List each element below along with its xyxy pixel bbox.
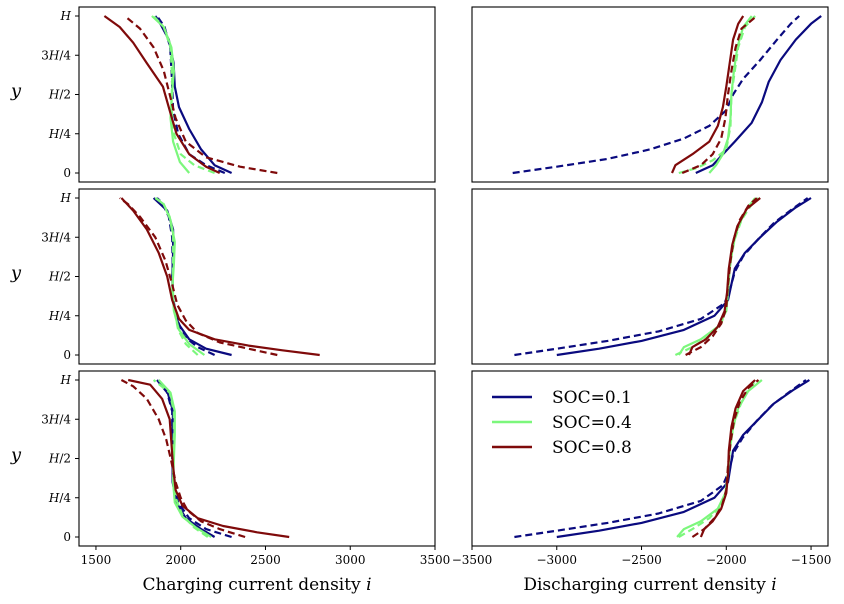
- x-axis-label: Charging current density i: [142, 575, 371, 595]
- series-line-04-solid: [708, 15, 753, 174]
- panel-frame: [471, 6, 829, 183]
- y-tick-label: H/4: [48, 127, 72, 141]
- y-tick-label: 3H/4: [41, 48, 71, 62]
- y-tick-label: H: [60, 191, 72, 205]
- series-line-04-solid: [154, 197, 206, 356]
- legend-entry: SOC=0.8: [552, 438, 632, 458]
- series-line-04-dashed: [678, 15, 756, 175]
- y-tick-label: 3H/4: [41, 412, 71, 426]
- series-line-01-dashed: [514, 197, 809, 357]
- y-axis-label: y: [10, 445, 22, 466]
- y-tick-label: H: [60, 9, 72, 23]
- series-line-08-solid: [687, 197, 761, 356]
- y-tick-label: H/4: [48, 491, 72, 505]
- x-tick-label: −2000: [706, 553, 747, 567]
- x-tick-label: −3500: [452, 553, 493, 567]
- panel-frame: [471, 370, 829, 547]
- x-tick-label: −1500: [791, 553, 832, 567]
- y-axis-label: y: [10, 263, 22, 284]
- y-tick-label: H/2: [48, 452, 71, 466]
- x-tick-label: −3000: [536, 553, 577, 567]
- series-line-08-dashed: [120, 379, 246, 539]
- legend-entry: SOC=0.1: [552, 388, 632, 408]
- series-line-08-solid: [103, 15, 221, 174]
- y-axis-label: y: [10, 81, 22, 102]
- panel-r2-c1: −3500 −3000 −2500 −2000 −1500 Discharging cur…: [452, 370, 832, 595]
- series-line-01-solid: [556, 197, 812, 357]
- panel-frame: [78, 6, 436, 183]
- panel-r0-c1: [471, 6, 829, 183]
- panel-r1-c1: [471, 188, 829, 365]
- series-line-04-dashed: [154, 197, 199, 356]
- series-line-04-dashed: [674, 197, 760, 356]
- x-tick-label: 1500: [81, 553, 112, 567]
- series-line-08-solid: [120, 197, 320, 357]
- series-line-08-dashed: [119, 197, 278, 357]
- series-line-08-dashed: [681, 15, 758, 175]
- series-line-04-dashed: [152, 15, 215, 175]
- x-tick-label: 2000: [165, 553, 196, 567]
- panel-frame: [471, 188, 829, 365]
- series-line-08-solid: [127, 378, 290, 539]
- series-line-08-dashed: [685, 197, 758, 356]
- x-tick-label: −2500: [621, 553, 662, 567]
- y-tick-label: H/2: [48, 270, 71, 284]
- series-line-01-solid: [154, 15, 233, 174]
- series-line-04-dashed: [152, 379, 209, 538]
- series-line-01-dashed: [156, 379, 232, 539]
- y-tick-label: H/4: [48, 309, 72, 323]
- y-tick-label: H: [60, 373, 72, 387]
- legend-entry: SOC=0.4: [552, 413, 632, 433]
- series-line-08-dashed: [124, 15, 278, 175]
- panel-r1-c0: 0 H/4 H/2 3H/4 Hy: [10, 188, 436, 365]
- y-tick-label: 0: [63, 530, 71, 544]
- y-tick-label: 0: [63, 348, 71, 362]
- series-line-08-solid: [699, 379, 756, 538]
- y-tick-label: 3H/4: [41, 230, 71, 244]
- series-line-01-dashed: [514, 379, 807, 539]
- series-line-01-solid: [695, 15, 822, 174]
- series-line-04-solid: [676, 379, 763, 538]
- series-line-04-solid: [157, 379, 212, 538]
- series-line-01-dashed: [156, 197, 216, 356]
- panel-frame: [78, 188, 436, 365]
- x-tick-label: 2500: [250, 553, 281, 567]
- legend: SOC=0.1 SOC=0.4 SOC=0.8: [492, 388, 632, 458]
- panel-r0-c0: 0 H/4 H/2 3H/4 Hy: [10, 6, 436, 183]
- series-line-08-dashed: [691, 379, 760, 538]
- series-line-01-dashed: [512, 15, 800, 175]
- series-line-01-solid: [157, 379, 216, 538]
- panel-r2-c0: 0 H/4 H/2 3H/4 Hy 1500 2000 2500 3000 3500 Chargin…: [10, 370, 451, 595]
- series-line-08-solid: [670, 15, 745, 174]
- panel-frame: [78, 370, 436, 547]
- x-axis-label: Discharging current density i: [523, 575, 776, 595]
- x-tick-label: 3000: [335, 553, 366, 567]
- y-tick-label: H/2: [48, 88, 71, 102]
- x-tick-label: 3500: [420, 553, 451, 567]
- y-tick-label: 0: [63, 166, 71, 180]
